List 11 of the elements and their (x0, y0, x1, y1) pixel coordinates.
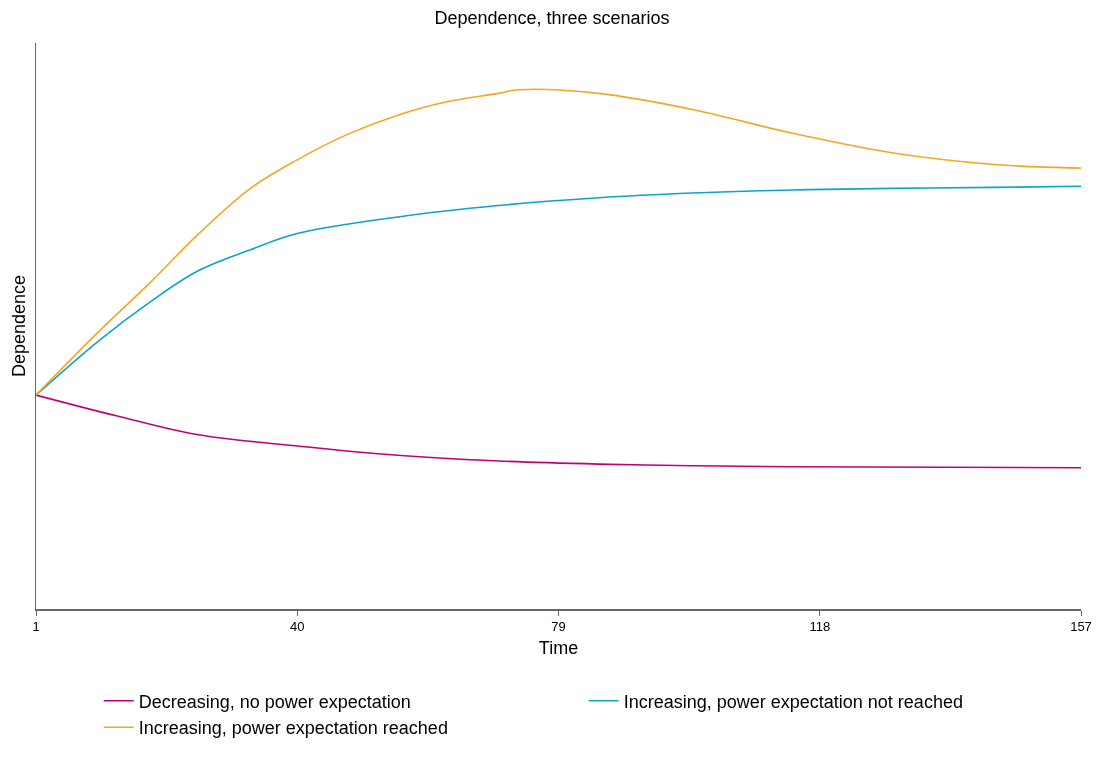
legend-label: Increasing, power expectation not reached (623, 691, 963, 712)
legend-label: Decreasing, no power expectation (138, 691, 411, 712)
legend-label: Increasing, power expectation reached (138, 718, 448, 739)
x-tick-label: 157 (1070, 619, 1092, 635)
x-tick-label: 1 (32, 619, 40, 635)
x-tick-label: 118 (809, 619, 831, 635)
chart-title: Dependence, three scenarios (434, 7, 670, 28)
x-axis-title: Time (538, 637, 579, 658)
x-tick-label: 40 (290, 619, 305, 635)
y-axis-title: Dependence (9, 274, 30, 378)
x-tick-label: 79 (551, 619, 566, 635)
